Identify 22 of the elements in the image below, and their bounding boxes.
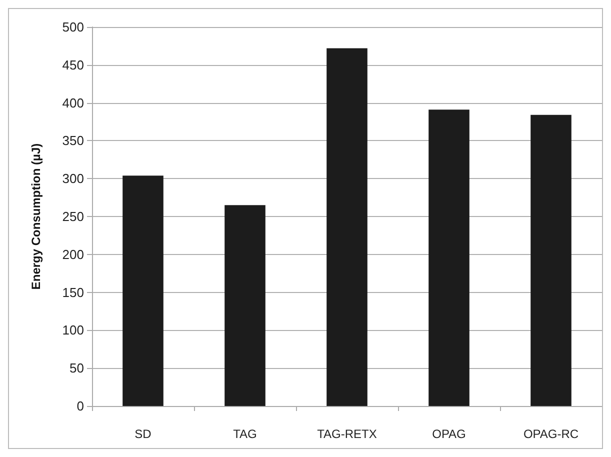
x-tick-label: SD [134, 427, 152, 441]
x-tick-label: OPAG [432, 427, 466, 441]
y-tick-label: 500 [62, 20, 84, 34]
y-tick-label: 50 [70, 360, 84, 376]
y-tick-label: 0 [76, 398, 84, 414]
bar [326, 48, 368, 406]
y-axis-title: Energy Consumption (µJ) [29, 143, 43, 290]
bar [224, 205, 266, 406]
y-tick-label: 300 [62, 171, 84, 186]
y-tick-label: 100 [62, 322, 84, 338]
bar [428, 110, 470, 406]
x-tick-label: TAG [233, 427, 257, 441]
x-tick-label: TAG-RETX [317, 427, 377, 441]
bar [530, 114, 572, 406]
x-tick-label: OPAG-RC [523, 427, 579, 441]
y-tick-label: 450 [62, 57, 84, 72]
y-tick-label: 350 [62, 133, 84, 148]
y-tick-label: 150 [62, 284, 84, 300]
bar [122, 176, 164, 406]
y-tick-label: 200 [62, 246, 84, 262]
y-tick-label: 400 [62, 95, 84, 110]
y-tick-label: 250 [62, 209, 84, 224]
